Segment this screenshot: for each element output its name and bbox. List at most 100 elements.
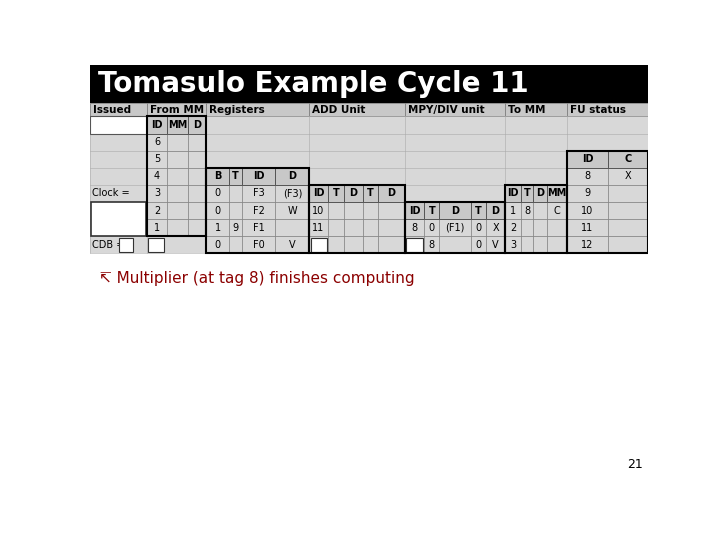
FancyBboxPatch shape	[608, 237, 648, 253]
Text: 0: 0	[215, 240, 220, 250]
FancyBboxPatch shape	[206, 237, 229, 253]
Text: D: D	[451, 206, 459, 215]
FancyBboxPatch shape	[486, 237, 505, 253]
FancyBboxPatch shape	[547, 185, 567, 202]
FancyBboxPatch shape	[243, 219, 275, 237]
Text: 8: 8	[411, 223, 418, 233]
Text: F0: F0	[253, 240, 265, 250]
FancyBboxPatch shape	[148, 238, 163, 252]
FancyBboxPatch shape	[505, 219, 521, 237]
FancyBboxPatch shape	[521, 219, 534, 237]
FancyBboxPatch shape	[206, 219, 229, 237]
FancyBboxPatch shape	[608, 185, 648, 202]
Text: 11: 11	[131, 214, 143, 224]
Text: ID: ID	[151, 120, 163, 130]
FancyBboxPatch shape	[147, 168, 168, 185]
Text: 1: 1	[154, 223, 160, 233]
Text: B: B	[214, 171, 221, 181]
FancyBboxPatch shape	[328, 219, 343, 237]
FancyBboxPatch shape	[189, 151, 206, 168]
Text: 11: 11	[312, 223, 324, 233]
FancyBboxPatch shape	[229, 219, 243, 237]
FancyBboxPatch shape	[567, 151, 608, 168]
FancyBboxPatch shape	[275, 237, 310, 253]
FancyBboxPatch shape	[405, 103, 505, 117]
FancyBboxPatch shape	[275, 219, 310, 237]
FancyBboxPatch shape	[378, 219, 405, 237]
Text: 8: 8	[429, 240, 435, 250]
FancyBboxPatch shape	[275, 202, 310, 219]
FancyBboxPatch shape	[311, 238, 327, 252]
FancyBboxPatch shape	[229, 168, 243, 185]
Text: V: V	[492, 240, 499, 250]
FancyBboxPatch shape	[229, 185, 243, 202]
FancyBboxPatch shape	[439, 237, 471, 253]
FancyBboxPatch shape	[363, 202, 378, 219]
FancyBboxPatch shape	[547, 237, 567, 253]
Text: 0: 0	[215, 188, 220, 199]
Text: T: T	[333, 188, 339, 199]
Text: 3: 3	[154, 188, 160, 199]
Text: 2: 2	[510, 223, 516, 233]
FancyBboxPatch shape	[534, 237, 547, 253]
FancyBboxPatch shape	[206, 103, 310, 117]
FancyBboxPatch shape	[229, 237, 243, 253]
FancyBboxPatch shape	[608, 202, 648, 219]
Text: 21: 21	[628, 458, 644, 471]
FancyBboxPatch shape	[363, 185, 378, 202]
FancyBboxPatch shape	[608, 168, 648, 185]
Text: T: T	[367, 188, 374, 199]
FancyBboxPatch shape	[91, 202, 145, 237]
Text: C: C	[624, 154, 631, 164]
FancyBboxPatch shape	[147, 219, 168, 237]
FancyBboxPatch shape	[567, 202, 608, 219]
FancyBboxPatch shape	[206, 168, 229, 185]
Text: 1: 1	[510, 206, 516, 215]
Text: F2: F2	[253, 206, 265, 215]
FancyBboxPatch shape	[363, 219, 378, 237]
FancyBboxPatch shape	[471, 219, 486, 237]
FancyBboxPatch shape	[310, 219, 328, 237]
Text: ID: ID	[409, 206, 420, 215]
FancyBboxPatch shape	[567, 185, 608, 202]
Text: F1: F1	[253, 223, 265, 233]
Text: C: C	[554, 206, 561, 215]
FancyBboxPatch shape	[521, 202, 534, 219]
FancyBboxPatch shape	[310, 185, 328, 202]
Text: T: T	[233, 171, 239, 181]
FancyBboxPatch shape	[471, 237, 486, 253]
FancyBboxPatch shape	[189, 117, 206, 133]
Text: 5: 5	[154, 154, 160, 164]
FancyBboxPatch shape	[378, 202, 405, 219]
Text: 12: 12	[581, 240, 594, 250]
FancyBboxPatch shape	[405, 219, 424, 237]
FancyBboxPatch shape	[505, 185, 521, 202]
FancyBboxPatch shape	[567, 237, 608, 253]
Text: 0: 0	[475, 240, 481, 250]
FancyBboxPatch shape	[189, 185, 206, 202]
FancyBboxPatch shape	[534, 185, 547, 202]
Text: X: X	[492, 223, 499, 233]
FancyBboxPatch shape	[405, 237, 424, 253]
FancyBboxPatch shape	[147, 185, 168, 202]
FancyBboxPatch shape	[424, 202, 439, 219]
FancyBboxPatch shape	[406, 238, 423, 252]
Text: D: D	[193, 120, 202, 130]
FancyBboxPatch shape	[521, 237, 534, 253]
FancyBboxPatch shape	[90, 65, 648, 103]
FancyBboxPatch shape	[547, 202, 567, 219]
Text: From MM: From MM	[150, 105, 204, 115]
FancyBboxPatch shape	[243, 185, 275, 202]
Text: To MM: To MM	[508, 105, 546, 115]
Text: Registers: Registers	[210, 105, 265, 115]
FancyBboxPatch shape	[206, 185, 229, 202]
FancyBboxPatch shape	[168, 117, 189, 133]
FancyBboxPatch shape	[486, 202, 505, 219]
Text: D: D	[288, 171, 297, 181]
FancyBboxPatch shape	[505, 237, 521, 253]
FancyBboxPatch shape	[343, 237, 363, 253]
Text: T: T	[523, 188, 531, 199]
FancyBboxPatch shape	[328, 202, 343, 219]
FancyBboxPatch shape	[547, 219, 567, 237]
FancyBboxPatch shape	[206, 202, 229, 219]
